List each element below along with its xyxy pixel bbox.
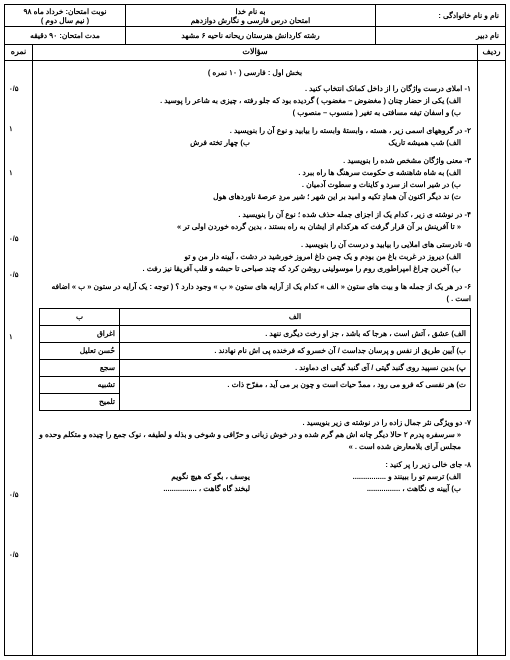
semester-text: ( نیم سال دوم ): [9, 16, 121, 25]
section-1-title: بخش اول : فارسی ( ۱۰ نمره ): [39, 67, 471, 79]
q3-a: الف) به شاه شاهنشه ی حکومت سرهنگ ها راه …: [39, 167, 471, 179]
header-center: به نام خدا امتحان درس فارسی و نگارش دواز…: [125, 5, 375, 26]
duration-cell: مدت امتحان: ۹۰ دقیقه: [5, 27, 125, 44]
q3-c: ت) ند دیگر اکنون آن همادِ تکیه و امید بر…: [39, 191, 471, 203]
q6-head-b: ب: [40, 309, 120, 326]
score-column: ۰/۵ ۱ ۱ ۰/۵ ۰/۵ ۱ ۰/۵ ۰/۵: [5, 61, 33, 655]
q7-stem: ۷- دو ویژگی نثر جمال زاده را در نوشته ی …: [39, 417, 471, 429]
q3-stem: ۳- معنی واژگان مشخص شده را بنویسید .: [39, 155, 471, 167]
q5-a: الف) دیروز در غربت باغ من بودم و یک چمن …: [39, 251, 471, 263]
q8-b: یوسف ، بگو که هیچ نگویم: [39, 471, 250, 483]
student-name-label: نام و نام خانوادگی :: [375, 5, 505, 26]
q4-a: « تا آفرینش بر آن قرار گرفت که هرکدام از…: [39, 221, 471, 233]
term-text: نوبت امتحان: خرداد ماه ۹۸: [9, 7, 121, 16]
q8-d: لبخند گاه گاهت ، ................: [39, 483, 250, 495]
question-8: ۸- جای خالی زیر را پر کنید : الف) ترسم ت…: [39, 459, 471, 495]
teacher-label: نام دبیر: [375, 27, 505, 44]
question-6: ۶- در هر یک از جمله ها و بیت های ستون « …: [39, 281, 471, 411]
col-row-label: ردیف: [477, 45, 505, 60]
q6-b0: اغراق: [40, 326, 120, 343]
score-1: ۰/۵: [9, 85, 18, 93]
questions-column: بخش اول : فارسی ( ۱۰ نمره ) ۱- املای درس…: [33, 61, 477, 655]
q4-stem: ۴- در نوشته ی زیر ، کدام یک از اجزای جمل…: [39, 209, 471, 221]
body: بخش اول : فارسی ( ۱۰ نمره ) ۱- املای درس…: [5, 61, 505, 655]
q6-b2: سجع: [40, 360, 120, 377]
score-4: ۰/۵: [9, 235, 18, 243]
q3-b: ب) در شیر است از سرد و کاینات و سطوت آدم…: [39, 179, 471, 191]
header-row-1: نام و نام خانوادگی : به نام خدا امتحان د…: [5, 5, 505, 27]
question-5: ۵- نادرستی های املایی را بیابید و درست آ…: [39, 239, 471, 275]
q1-stem: ۱- املای درست واژگان را از داخل کمانک ان…: [39, 83, 471, 95]
q8-a: الف) ترسم تو را ببینند و ...............…: [250, 471, 461, 483]
question-1: ۱- املای درست واژگان را از داخل کمانک ان…: [39, 83, 471, 119]
q7-a: « سرسفره پدرم ۲ حالا دیگر چانه اش هم گرم…: [39, 429, 471, 453]
q5-b: ب) آخرین چراغ امپراطوری روم را موسولینی …: [39, 263, 471, 275]
score-5: ۰/۵: [9, 271, 18, 279]
score-6: ۱: [9, 333, 13, 341]
q6-head-a: الف: [120, 309, 471, 326]
col-score-label: نمره: [5, 45, 33, 60]
q8-stem: ۸- جای خالی زیر را پر کنید :: [39, 459, 471, 471]
q6-a2: پ) بدین نسپید روی گنبد گیتی / آی گنبد گی…: [120, 360, 471, 377]
score-8: ۰/۵: [9, 551, 18, 559]
columns-header: ردیف سؤالات نمره: [5, 45, 505, 61]
q6-table: الف ب الف) عشق ، آتش است ، هرجا که باشد …: [39, 308, 471, 411]
question-2: ۲- در گروههای اسمی زیر ، هسته ، وابستۀ و…: [39, 125, 471, 149]
bismillah: به نام خدا: [130, 7, 371, 16]
q6-stem: ۶- در هر یک از جمله ها و بیت های ستون « …: [39, 281, 471, 305]
q6-a3: ت) هر نفسی که فرو می رود ، ممدّ حیات است…: [120, 377, 471, 411]
question-4: ۴- در نوشته ی زیر ، کدام یک از اجزای جمل…: [39, 209, 471, 233]
q8-c: ب) آیینه ی نگاهت ، ................: [250, 483, 461, 495]
q6-a0: الف) عشق ، آتش است ، هرجا که باشد ، جز ا…: [120, 326, 471, 343]
q5-stem: ۵- نادرستی های املایی را بیابید و درست آ…: [39, 239, 471, 251]
header-row-2: نام دبیر رشته کاردانش هنرستان ریحانه ناح…: [5, 27, 505, 45]
score-3: ۱: [9, 169, 13, 177]
col-questions-label: سؤالات: [33, 45, 477, 60]
q6-b3: تشبیه: [40, 377, 120, 394]
school-name: رشته کاردانش هنرستان ریحانه ناحیه ۶ مشهد: [125, 27, 375, 44]
q1-b: ب) و اسفان تیفه مسافتی به تغیر ( منسوب –…: [39, 107, 471, 119]
score-2: ۱: [9, 125, 13, 133]
q6-a1: ب) آیین طریق از نفس و پرسان جداست / آن خ…: [120, 343, 471, 360]
question-3: ۳- معنی واژگان مشخص شده را بنویسید . الف…: [39, 155, 471, 203]
q1-a: الف) یکی از حضار چنان ( مغضوض – مغضوب ) …: [39, 95, 471, 107]
question-7: ۷- دو ویژگی نثر جمال زاده را در نوشته ی …: [39, 417, 471, 453]
q2-a: الف) شب همیشه تاریک: [250, 137, 461, 149]
exam-title: امتحان درس فارسی و نگارش دوازدهم: [130, 16, 371, 25]
term-cell: نوبت امتحان: خرداد ماه ۹۸ ( نیم سال دوم …: [5, 5, 125, 26]
q6-b4: تلمیح: [40, 394, 120, 411]
q2-b: ب) چهار تخته فرش: [39, 137, 250, 149]
row-number-column: [477, 61, 505, 655]
q2-stem: ۲- در گروههای اسمی زیر ، هسته ، وابستۀ و…: [39, 125, 471, 137]
exam-page: نام و نام خانوادگی : به نام خدا امتحان د…: [4, 4, 506, 656]
q6-b1: حُسن تعلیل: [40, 343, 120, 360]
score-7: ۰/۵: [9, 491, 18, 499]
